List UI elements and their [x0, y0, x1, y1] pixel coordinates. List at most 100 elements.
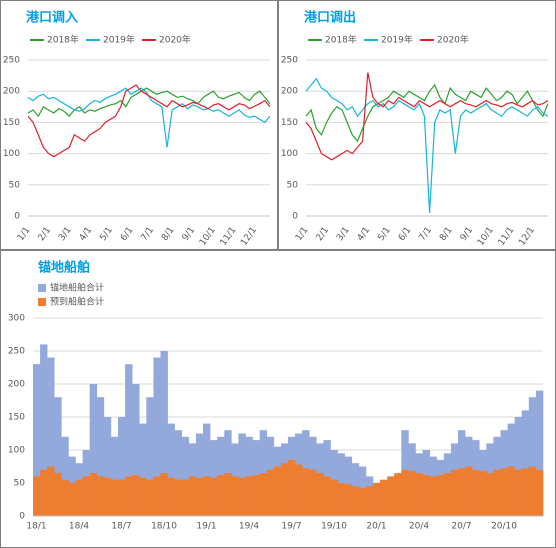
bar — [40, 344, 48, 516]
x-tick-label: 4/1 — [78, 225, 94, 243]
bar — [132, 475, 140, 516]
legend-label: 2019年 — [103, 34, 135, 46]
bar — [217, 475, 225, 516]
legend-label: 2020年 — [437, 34, 469, 46]
bar — [195, 433, 204, 516]
bar — [181, 479, 190, 516]
x-tick-label: 12/1 — [517, 225, 537, 247]
chart-title: 锚地船舶 — [38, 260, 90, 276]
bar — [54, 397, 62, 516]
x-tick-label: 19/7 — [281, 522, 301, 532]
y-tick-label: 200 — [281, 87, 298, 97]
bar — [146, 479, 154, 516]
line-series — [305, 72, 549, 161]
bar — [110, 436, 119, 516]
bar — [273, 466, 282, 516]
y-tick-label: 250 — [3, 56, 20, 66]
bar — [188, 476, 197, 516]
bar — [160, 473, 168, 516]
bar — [429, 476, 438, 516]
bar — [174, 479, 183, 516]
bar — [125, 364, 133, 516]
panel-border — [278, 0, 556, 250]
bar — [47, 466, 55, 516]
y-tick-label: 50 — [287, 180, 299, 190]
bar — [351, 486, 360, 516]
bar — [316, 473, 324, 516]
y-tick-label: 150 — [8, 413, 25, 423]
bar — [89, 473, 98, 516]
bar — [61, 479, 69, 516]
bar — [280, 463, 289, 516]
bar — [153, 476, 161, 516]
bar — [401, 469, 409, 516]
bar — [181, 436, 190, 516]
bar — [422, 475, 430, 516]
legend-label: 预到船舶合计 — [50, 296, 104, 308]
bar — [330, 479, 338, 516]
bar — [458, 468, 466, 516]
legend-label: 2018年 — [47, 34, 79, 46]
legend-label: 锚地船舶合计 — [50, 282, 104, 294]
panel-border — [0, 0, 278, 250]
x-tick-label: 19/10 — [321, 522, 347, 532]
x-tick-label: 2/1 — [37, 225, 53, 243]
bar — [33, 364, 41, 516]
bar — [528, 466, 537, 516]
bar — [514, 417, 523, 516]
y-tick-label: 200 — [8, 380, 25, 390]
x-tick-label: 7/1 — [140, 225, 156, 243]
x-tick-label: 7/1 — [418, 225, 434, 243]
line-series — [27, 84, 271, 158]
bar — [266, 469, 275, 516]
y-tick-label: 150 — [281, 118, 298, 128]
legend-swatch — [38, 298, 46, 306]
bar — [373, 483, 381, 516]
bar — [238, 477, 246, 516]
bar — [125, 476, 133, 516]
legend-swatch — [38, 284, 46, 292]
bar — [82, 476, 90, 516]
bar — [203, 423, 211, 516]
bar — [139, 423, 147, 516]
x-tick-label: 9/1 — [459, 225, 475, 243]
x-tick-label: 18/4 — [69, 522, 89, 532]
x-tick-label: 1/1 — [16, 225, 32, 243]
bar — [118, 417, 126, 516]
x-tick-label: 1/1 — [294, 225, 310, 243]
x-tick-label: 5/1 — [98, 225, 114, 243]
x-tick-label: 18/1 — [26, 522, 46, 532]
x-tick-label: 18/10 — [151, 522, 177, 532]
bar — [309, 469, 317, 516]
legend-label: 2020年 — [159, 34, 191, 46]
bar — [408, 471, 416, 516]
x-tick-label: 5/1 — [376, 225, 392, 243]
bar — [89, 384, 98, 516]
y-tick-label: 250 — [8, 347, 25, 357]
bar — [295, 464, 303, 516]
bar — [40, 469, 48, 516]
x-tick-label: 8/1 — [438, 225, 454, 243]
bar — [380, 479, 388, 516]
x-tick-label: 10/1 — [198, 225, 218, 247]
x-tick-label: 8/1 — [160, 225, 176, 243]
x-tick-label: 18/7 — [111, 522, 131, 532]
bar — [507, 466, 515, 516]
bar — [394, 473, 402, 516]
y-tick-label: 300 — [8, 314, 25, 324]
x-tick-label: 3/1 — [57, 225, 73, 243]
legend-label: 2018年 — [325, 34, 357, 46]
y-tick-label: 0 — [292, 212, 298, 222]
bar — [160, 351, 168, 516]
y-tick-label: 0 — [19, 512, 25, 522]
x-tick-label: 4/1 — [356, 225, 372, 243]
bar — [195, 477, 204, 516]
bar — [118, 479, 126, 516]
bar — [302, 468, 310, 516]
bar — [252, 475, 260, 516]
bar — [103, 477, 112, 516]
bar — [210, 477, 218, 516]
y-tick-label: 50 — [9, 180, 21, 190]
chart-title: 港口调出 — [304, 10, 356, 26]
